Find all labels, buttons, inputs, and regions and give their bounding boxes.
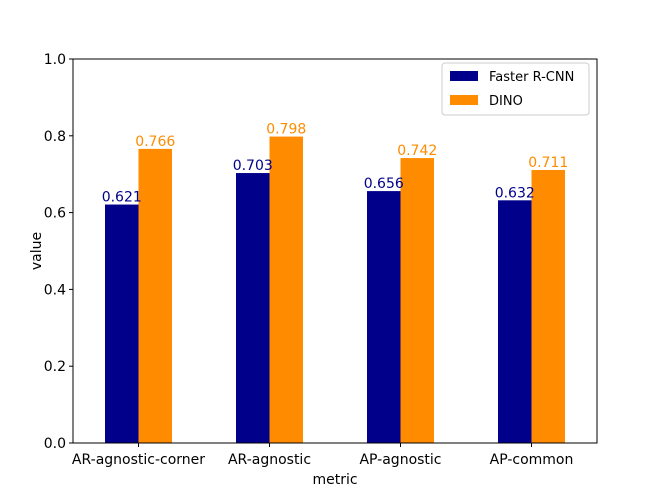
bar-faster-r-cnn-ap-agnostic [367,191,401,443]
legend: Faster R-CNN DINO [441,62,590,116]
x-tick-label-ar-agnostic: AR-agnostic [228,452,311,468]
data-label-dino-ar-agnostic: 0.798 [266,122,306,138]
legend-frame [441,62,590,116]
bar-faster-r-cnn-ap-common [498,200,532,443]
data-label-faster-r-cnn-ar-agnostic: 0.703 [233,158,273,174]
bars-layer [105,136,565,443]
data-label-dino-ap-common: 0.711 [528,155,568,171]
legend-label-dino: DINO [489,94,523,109]
x-tick-label-ap-common: AP-common [490,452,574,468]
x-axis: AR-agnostic-corner AR-agnostic AP-agnostic… [72,443,573,468]
data-label-dino-ap-agnostic: 0.742 [397,143,437,159]
data-label-faster-r-cnn-ap-agnostic: 0.656 [364,176,404,192]
y-tick-label-0-6: 0.6 [44,206,66,222]
legend-swatch-faster-rcnn [450,71,478,81]
data-label-faster-r-cnn-ar-agnostic-corner: 0.621 [102,190,142,206]
bar-dino-ar-agnostic [269,136,303,443]
y-tick-label-0-0: 0.0 [44,436,66,452]
x-axis-label: metric [312,472,357,488]
bar-dino-ap-common [531,169,565,443]
bar-faster-r-cnn-ar-agnostic-corner [105,204,139,443]
data-label-faster-r-cnn-ap-common: 0.632 [495,185,535,201]
data-labels-layer: 0.621 0.766 0.703 0.798 0.656 0.742 0.632 0.711 [102,122,569,206]
y-tick-label-0-8: 0.8 [44,129,66,145]
y-axis: 0.0 0.2 0.4 0.6 0.8 1.0 [44,52,73,452]
x-tick-label-ar-agnostic-corner: AR-agnostic-corner [72,452,205,468]
plot-area-frame [72,58,598,444]
data-label-dino-ar-agnostic-corner: 0.766 [135,134,175,150]
y-tick-label-0-4: 0.4 [44,282,66,298]
bar-dino-ap-agnostic [400,158,434,443]
y-tick-label-0-2: 0.2 [44,359,66,375]
legend-label-faster-rcnn: Faster R-CNN [489,70,574,85]
bar-dino-ar-agnostic-corner [138,148,172,443]
y-tick-label-1-0: 1.0 [44,52,66,68]
y-axis-label: value [29,232,45,270]
bar-faster-r-cnn-ar-agnostic [236,173,270,443]
x-tick-label-ap-agnostic: AP-agnostic [359,452,441,468]
legend-swatch-dino [450,95,478,105]
